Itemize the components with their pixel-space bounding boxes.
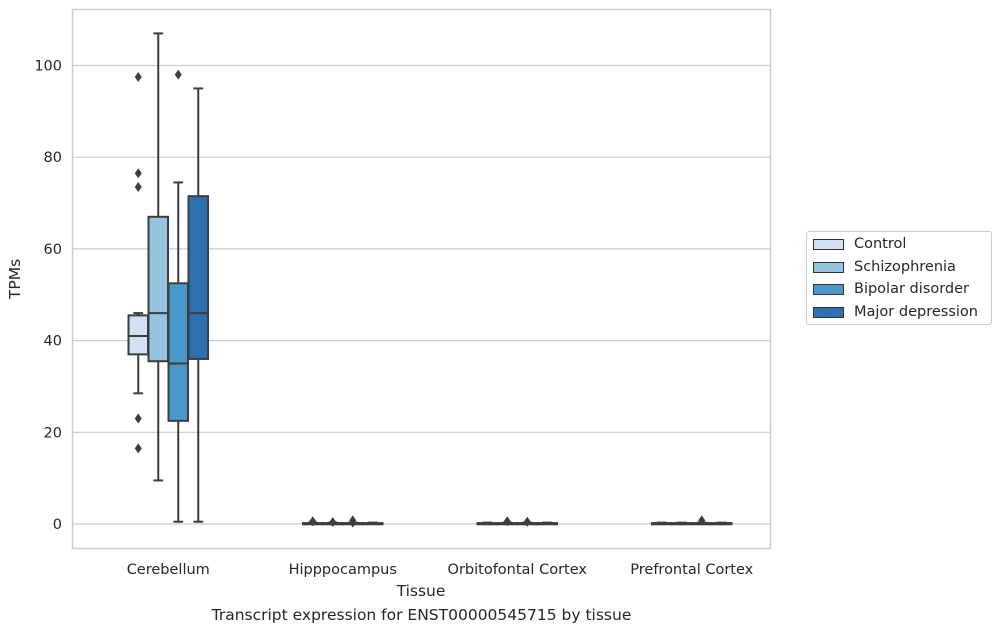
legend-swatch-bipolar-disorder xyxy=(813,283,844,295)
legend-item-bipolar-disorder: Bipolar disorder xyxy=(813,279,969,299)
x-axis-label: Tissue xyxy=(396,582,446,600)
outlier-control-cerebellum-3 xyxy=(134,413,142,424)
box-major-depression-hipppocampus xyxy=(362,521,384,526)
x-tick-label-hipppocampus: Hipppocampus xyxy=(289,562,397,578)
box-body-major-depression-cerebellum xyxy=(187,195,209,360)
y-tick-label-80: 80 xyxy=(44,150,62,166)
box-major-depression-prefrontal-cortex xyxy=(711,521,733,526)
y-axis-label: TPMs xyxy=(6,259,24,300)
legend-label-schizophrenia: Schizophrenia xyxy=(854,259,956,275)
x-tick-labels: Cerebellum Hipppocampus Orbitofontal Corte… xyxy=(127,562,754,578)
outlier-bipolar-disorder-prefrontal-cortex-0 xyxy=(698,515,706,526)
y-tick-label-40: 40 xyxy=(44,334,62,350)
box-control-orbitofontal-cortex xyxy=(476,521,498,526)
box-bipolar-disorder-hipppocampus xyxy=(342,515,364,528)
x-tick-label-cerebellum: Cerebellum xyxy=(127,562,210,578)
box-bipolar-disorder-prefrontal-cortex xyxy=(691,515,713,526)
box-bipolar-disorder-cerebellum xyxy=(167,69,189,523)
outlier-control-cerebellum-0 xyxy=(134,71,142,82)
box-control-prefrontal-cortex xyxy=(651,521,673,526)
y-tick-label-20: 20 xyxy=(44,425,62,441)
x-tick-label-orbitofontal-cortex: Orbitofontal Cortex xyxy=(448,562,588,578)
y-tick-label-60: 60 xyxy=(44,242,62,258)
outlier-control-cerebellum-4 xyxy=(134,443,142,454)
outlier-control-hipppocampus-0 xyxy=(309,516,317,527)
box-schizophrenia-orbitofontal-cortex xyxy=(496,516,518,527)
legend-label-control: Control xyxy=(854,236,907,252)
legend-label-bipolar-disorder: Bipolar disorder xyxy=(854,281,969,297)
outlier-schizophrenia-hipppocampus-0 xyxy=(329,517,337,528)
legend-swatch-schizophrenia xyxy=(813,261,844,273)
box-bipolar-disorder-orbitofontal-cortex xyxy=(516,516,538,527)
x-tick-label-prefrontal-cortex: Prefrontal Cortex xyxy=(630,562,753,578)
box-body-control-cerebellum xyxy=(127,314,149,356)
box-control-cerebellum xyxy=(127,71,149,454)
legend-item-control: Control xyxy=(813,234,906,254)
outlier-control-cerebellum-1 xyxy=(134,168,142,179)
box-control-hipppocampus xyxy=(302,516,324,527)
figure-caption: Transcript expression for ENST0000054571… xyxy=(211,606,632,624)
legend-swatch-major-depression xyxy=(813,306,844,318)
outlier-control-cerebellum-2 xyxy=(134,182,142,193)
box-body-bipolar-disorder-cerebellum xyxy=(167,282,189,422)
outlier-bipolar-disorder-hipppocampus-1 xyxy=(349,517,357,528)
outlier-bipolar-disorder-cerebellum-0 xyxy=(174,69,182,80)
y-tick-labels: 0 20 40 60 80 100 xyxy=(34,59,62,534)
legend-label-major-depression: Major depression xyxy=(854,304,978,320)
box-major-depression-cerebellum xyxy=(187,87,209,523)
outlier-schizophrenia-orbitofontal-cortex-0 xyxy=(503,516,511,527)
box-plot-boxes xyxy=(127,32,733,528)
legend-item-major-depression: Major depression xyxy=(813,302,978,322)
legend: Control Schizophrenia Bipolar disorder M… xyxy=(806,231,992,325)
box-schizophrenia-cerebellum xyxy=(147,32,169,482)
y-tick-label-0: 0 xyxy=(53,517,62,533)
plot-frame xyxy=(71,8,772,550)
box-major-depression-orbitofontal-cortex xyxy=(536,521,558,526)
legend-swatch-control xyxy=(813,238,844,250)
box-schizophrenia-prefrontal-cortex xyxy=(671,521,693,526)
box-schizophrenia-hipppocampus xyxy=(322,517,344,528)
legend-item-schizophrenia: Schizophrenia xyxy=(813,257,956,277)
y-tick-label-100: 100 xyxy=(34,59,62,75)
outlier-bipolar-disorder-orbitofontal-cortex-0 xyxy=(523,516,531,527)
box-body-schizophrenia-cerebellum xyxy=(147,215,169,363)
